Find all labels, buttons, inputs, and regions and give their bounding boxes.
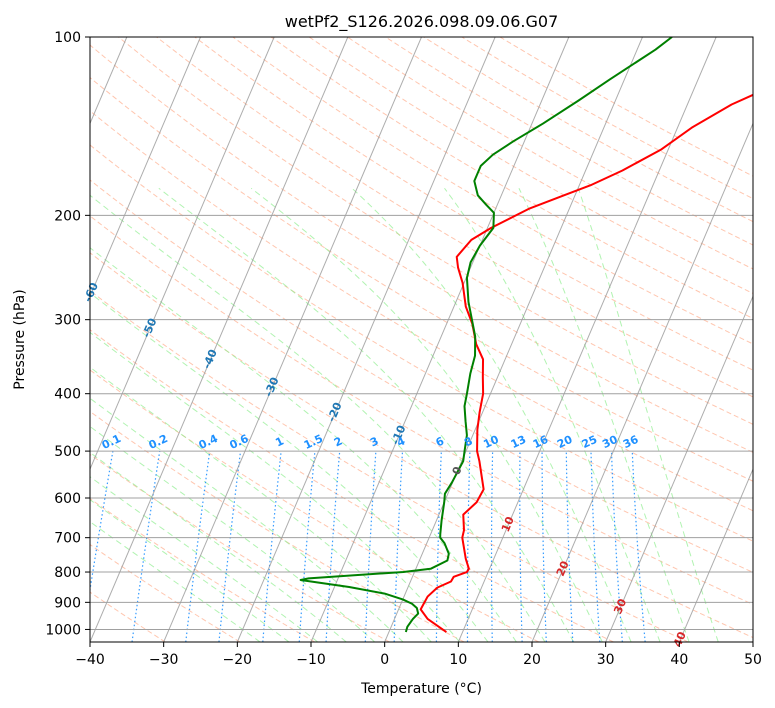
mixing-ratio-line	[218, 451, 242, 642]
moist-adiabat-line	[90, 292, 489, 642]
dry-adiabat-line	[270, 37, 753, 319]
y-tick-label: 200	[54, 208, 81, 224]
isotherm-line	[531, 122, 753, 642]
plot-area	[90, 37, 753, 642]
dry-adiabat-line	[156, 37, 753, 398]
y-tick-label: 400	[54, 387, 81, 403]
x-tick-label: −10	[296, 652, 326, 668]
y-tick-label: 100	[54, 30, 81, 46]
x-axis-label: Temperature (°C)	[360, 681, 482, 697]
mixing-ratio-label: 20	[555, 433, 575, 451]
x-axis-ticks: −40 −30 −20 −10 0 10 20 30 40 50	[75, 642, 762, 668]
mixing-ratio-label: 36	[621, 433, 641, 451]
isotherm-label: 10	[499, 514, 517, 533]
dry-adiabat-line	[90, 215, 753, 606]
isotherm-line	[605, 295, 753, 642]
moist-adiabat-line	[518, 188, 690, 642]
x-tick-label: 10	[449, 652, 467, 668]
y-tick-label: 300	[54, 313, 81, 329]
isotherm-line	[90, 37, 275, 471]
isotherm-line	[310, 37, 570, 642]
mixing-ratio-label: 16	[531, 433, 551, 451]
y-tick-label: 900	[54, 595, 81, 611]
y-axis-label: Pressure (hPa)	[12, 289, 28, 389]
mixing-ratio-label: 30	[600, 433, 620, 451]
isotherm-line	[384, 37, 643, 642]
moist-adiabat-line	[90, 331, 461, 642]
x-tick-label: −40	[75, 652, 105, 668]
moist-adiabat-line	[90, 194, 546, 642]
y-tick-label: 500	[54, 444, 81, 460]
dry-adiabat-line	[90, 498, 315, 642]
x-tick-label: −30	[149, 652, 179, 668]
x-tick-label: 30	[597, 652, 615, 668]
dry-adiabat-line	[90, 290, 689, 642]
moist-adiabat-line	[90, 476, 319, 642]
isotherm-label: 20	[554, 559, 572, 578]
chart-title: wetPf2_S126.2026.098.09.06.G07	[285, 12, 559, 32]
mixing-ratio-line	[298, 451, 316, 642]
dry-adiabat-line	[90, 591, 166, 642]
isotherm-line	[457, 37, 717, 642]
mixing-ratio-label: 13	[509, 433, 528, 451]
isotherm-label: 40	[671, 629, 689, 648]
dry-adiabat-line	[90, 369, 540, 642]
y-tick-label: 600	[54, 491, 81, 507]
profile-lines	[299, 37, 753, 633]
moist-adiabat-line	[90, 499, 290, 642]
isotherm-line	[752, 640, 753, 642]
moist-adiabat-line	[250, 187, 603, 642]
temperature-profile-line	[419, 93, 753, 633]
x-tick-label: 40	[670, 652, 688, 668]
mixing-ratio-line	[90, 450, 114, 594]
moist-adiabat-line	[577, 188, 719, 642]
moist-adiabat-line	[90, 366, 432, 642]
y-tick-label: 700	[54, 531, 81, 547]
dry-adiabat-line	[194, 37, 753, 371]
x-tick-label: −20	[223, 652, 253, 668]
x-tick-label: 20	[523, 652, 541, 668]
isotherm-line	[163, 37, 422, 642]
dry-adiabat-line	[90, 453, 390, 642]
mixing-ratio-line	[185, 451, 211, 642]
isotherm-label: 30	[611, 596, 629, 615]
dry-adiabat-line	[90, 179, 753, 573]
mixing-ratio-label: 25	[580, 433, 599, 451]
moist-adiabat-line	[90, 247, 517, 642]
isotherm-line	[236, 37, 496, 642]
x-tick-label: 0	[380, 652, 389, 668]
isotherm-line	[90, 37, 349, 642]
dry-adiabat-line	[90, 144, 753, 542]
dry-adiabat-line	[90, 76, 753, 482]
x-tick-label: 50	[744, 652, 762, 668]
dry-adiabat-line	[90, 410, 465, 642]
isotherm-line	[90, 37, 201, 298]
moist-adiabat-line	[90, 451, 347, 642]
dry-adiabat-line	[232, 37, 753, 345]
y-axis-ticks: 100 200 300 400 500 600 700 800 900 1000	[45, 30, 90, 638]
moist-adiabat-line	[351, 187, 632, 642]
dewpoint-profile-line	[299, 37, 673, 633]
moist-adiabat-line	[158, 187, 575, 642]
plot-frame	[89, 36, 754, 643]
moist-adiabat-line	[444, 187, 661, 642]
y-tick-label: 800	[54, 565, 81, 581]
mixing-ratio-label: 10	[481, 433, 501, 451]
moist-adiabat-line	[90, 425, 376, 642]
moist-adiabat-line	[90, 521, 261, 642]
isotherm-line	[678, 467, 753, 642]
y-tick-label: 1000	[45, 622, 81, 638]
background-reference-lines	[90, 37, 753, 642]
mixing-ratio-line	[262, 451, 282, 642]
dry-adiabat-line	[90, 110, 753, 512]
